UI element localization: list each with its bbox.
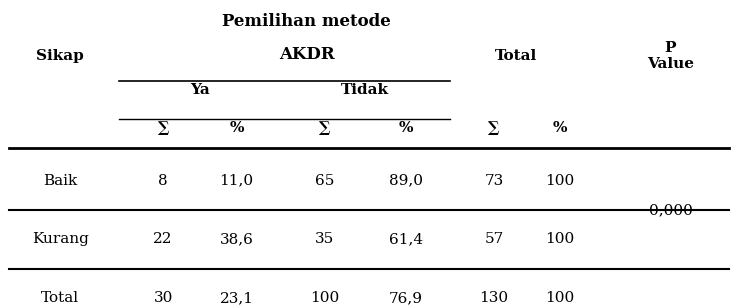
Text: %: % [553,121,568,135]
Text: 65: 65 [315,174,334,188]
Text: ∑: ∑ [319,121,331,135]
Text: 57: 57 [484,233,503,246]
Text: Ya: Ya [190,83,210,97]
Text: 23,1: 23,1 [220,291,254,305]
Text: Pemilihan metode: Pemilihan metode [222,13,391,31]
Text: Kurang: Kurang [32,233,89,246]
Text: Tidak: Tidak [341,83,390,97]
Text: 30: 30 [154,291,173,305]
Text: 100: 100 [545,291,575,305]
Text: 73: 73 [484,174,503,188]
Text: Total: Total [495,49,537,63]
Text: ∑: ∑ [489,121,500,135]
Text: P
Value: P Value [647,41,694,71]
Text: ∑: ∑ [157,121,169,135]
Text: 22: 22 [154,233,173,246]
Text: 35: 35 [315,233,334,246]
Text: 8: 8 [159,174,168,188]
Text: 76,9: 76,9 [389,291,423,305]
Text: %: % [399,121,413,135]
Text: 61,4: 61,4 [389,233,423,246]
Text: %: % [230,121,244,135]
Text: 100: 100 [545,233,575,246]
Text: Baik: Baik [43,174,77,188]
Text: 130: 130 [480,291,508,305]
Text: 100: 100 [310,291,339,305]
Text: 100: 100 [545,174,575,188]
Text: 89,0: 89,0 [389,174,423,188]
Text: 0,000: 0,000 [649,203,692,217]
Text: 38,6: 38,6 [220,233,254,246]
Text: Sikap: Sikap [36,49,84,63]
Text: AKDR: AKDR [279,46,334,63]
Text: Total: Total [41,291,79,305]
Text: 11,0: 11,0 [220,174,254,188]
